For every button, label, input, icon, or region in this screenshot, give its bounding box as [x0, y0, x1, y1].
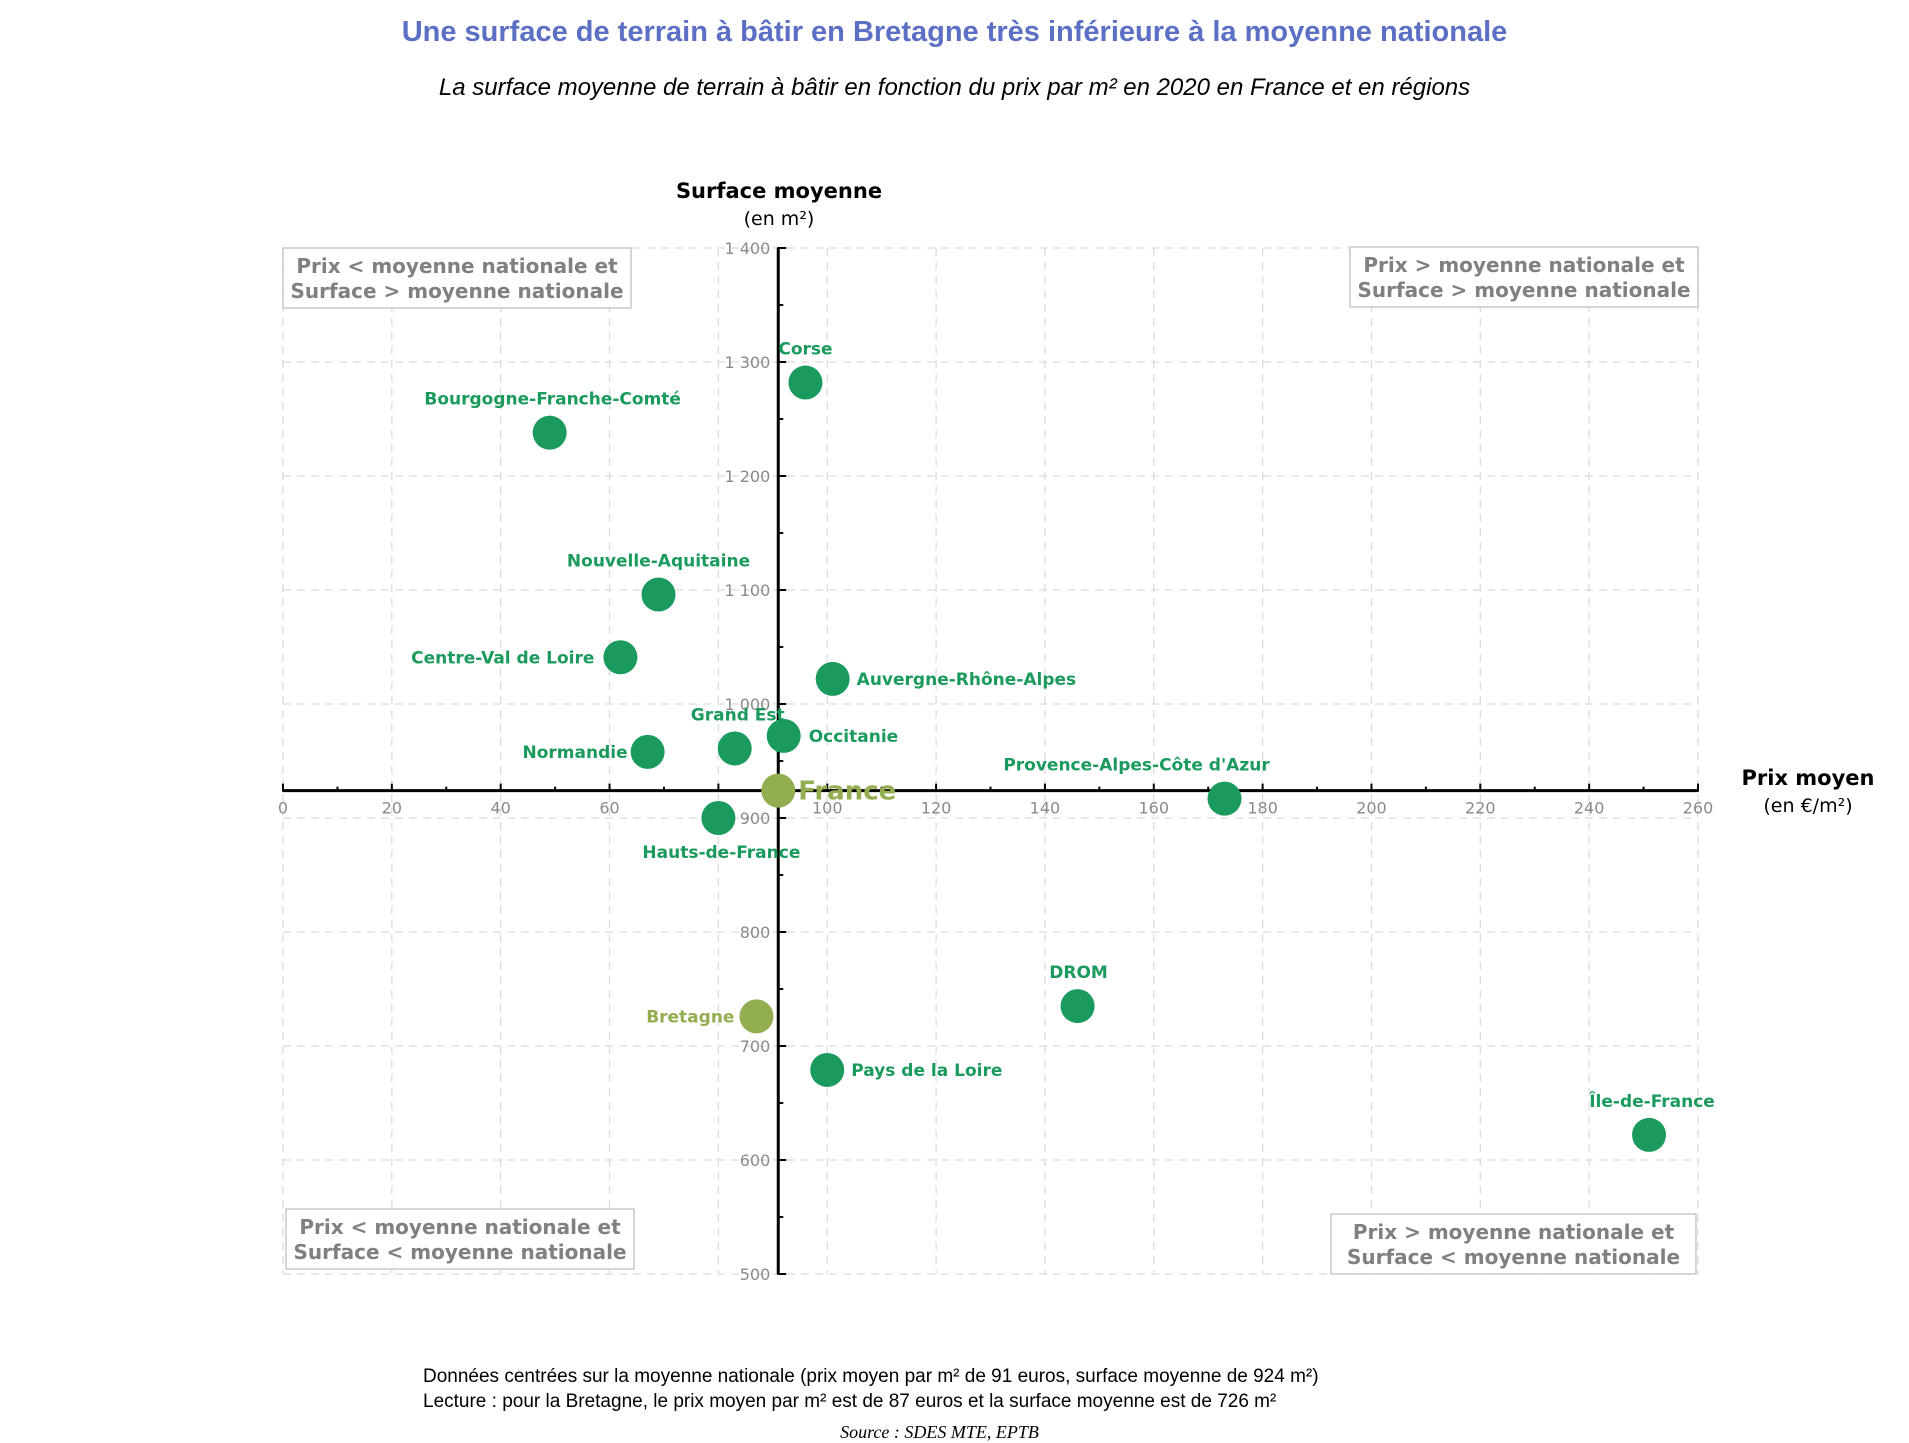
point-label-corse: Corse	[778, 340, 832, 360]
x-tick-label: 260	[1683, 799, 1714, 818]
chart-subtitle: La surface moyenne de terrain à bâtir en…	[438, 74, 1471, 101]
point-label-normandie: Normandie	[523, 743, 628, 763]
y-tick-label: 700	[740, 1037, 771, 1056]
x-tick-label: 20	[382, 799, 402, 818]
point-label-occitanie: Occitanie	[809, 727, 899, 747]
note-reading: Lecture : pour la Bretagne, le prix moye…	[423, 1391, 1277, 1412]
x-axis-unit: (en €/m²)	[1763, 795, 1852, 817]
point-marker-pays-de-la-loire	[810, 1052, 845, 1087]
point-label-provence-alpes-cote-d-azur: Provence-Alpes-Côte d'Azur	[1003, 756, 1270, 776]
point-marker-nouvelle-aquitaine	[641, 577, 676, 612]
note-centered: Données centrées sur la moyenne national…	[423, 1366, 1319, 1387]
source-text: Source : SDES MTE, EPTB	[840, 1422, 1039, 1442]
x-tick-label: 200	[1356, 799, 1387, 818]
point-marker-bourgogne-franche-comte	[532, 415, 567, 450]
quadrant-label-line1: Prix > moyenne nationale et	[1363, 253, 1685, 277]
y-tick-label: 1 000	[724, 695, 770, 714]
y-tick-label: 800	[740, 923, 771, 942]
point-label-ile-de-france: Île-de-France	[1589, 1090, 1715, 1112]
y-axis-unit: (en m²)	[744, 208, 815, 230]
quadrant-box	[1349, 246, 1699, 308]
y-axis-title: Surface moyenne	[676, 179, 882, 203]
x-tick-label: 180	[1247, 799, 1278, 818]
quadrant-label-line2: Surface < moyenne nationale	[1347, 1245, 1680, 1269]
x-tick-label: 220	[1465, 799, 1496, 818]
point-marker-occitanie	[766, 718, 801, 753]
chart-source: Source : SDES MTE, EPTB	[0, 1422, 1909, 1443]
y-tick-label: 1 200	[724, 467, 770, 486]
point-marker-drom	[1060, 989, 1095, 1024]
x-tick-label: 40	[491, 799, 511, 818]
axis-titles: Surface moyenne (en m²) Prix moyen (en €/m²…	[676, 179, 1875, 817]
point-label-bretagne: Bretagne	[646, 1007, 734, 1027]
chart-notes: Données centrées sur la moyenne national…	[423, 1364, 1319, 1414]
quadrant-label-line2: Surface < moyenne nationale	[293, 1240, 626, 1264]
quadrant-box	[285, 1208, 635, 1270]
point-marker-hauts-de-france	[701, 801, 736, 835]
page-title: Une surface de terrain à bâtir en Bretag…	[401, 16, 1508, 48]
x-tick-label: 240	[1574, 799, 1605, 818]
point-marker-ile-de-france	[1632, 1117, 1667, 1152]
x-tick-label: 140	[1030, 799, 1061, 818]
x-tick-label: 120	[921, 799, 952, 818]
y-tick-label: 600	[740, 1151, 771, 1170]
quadrant-label-line1: Prix < moyenne nationale et	[299, 1215, 621, 1239]
quadrant-label-line2: Surface > moyenne nationale	[1357, 278, 1690, 302]
point-marker-corse	[788, 365, 823, 400]
point-label-centre-val-de-loire: Centre-Val de Loire	[411, 648, 594, 668]
x-tick-label: 60	[599, 799, 619, 818]
data-points: Corse Bourgogne-Franche-Comté Nouvelle-Aqu…	[411, 340, 1715, 1152]
point-marker-auvergne-rhone-alpes	[815, 661, 850, 696]
point-marker-bretagne	[739, 999, 774, 1034]
point-label-bourgogne-franche-comte: Bourgogne-Franche-Comté	[424, 390, 681, 410]
quadrant-box	[282, 247, 632, 309]
point-marker-provence-alpes-cote-d-azur	[1207, 781, 1242, 816]
point-label-drom: DROM	[1049, 963, 1108, 983]
point-label-pays-de-la-loire: Pays de la Loire	[851, 1061, 1002, 1081]
point-label-grand-est: Grand Est	[691, 705, 785, 725]
y-tick-label: 1 300	[724, 353, 770, 372]
point-label-nouvelle-aquitaine: Nouvelle-Aquitaine	[567, 552, 750, 572]
y-tick-label: 500	[740, 1265, 771, 1284]
point-marker-grand-est	[717, 731, 752, 766]
axes: 0204060801001201401601802002202402605006…	[278, 239, 1713, 1284]
x-tick-label: 0	[278, 799, 288, 818]
x-tick-label: 160	[1138, 799, 1169, 818]
x-tick-label: 100	[812, 799, 843, 818]
y-tick-label: 1 400	[724, 239, 770, 258]
quadrant-label-line1: Prix > moyenne nationale et	[1353, 1220, 1675, 1244]
quadrant-label-line2: Surface > moyenne nationale	[290, 279, 623, 303]
point-label-france: France	[798, 777, 896, 807]
point-label-auvergne-rhone-alpes: Auvergne-Rhône-Alpes	[857, 670, 1076, 690]
point-marker-france	[761, 773, 796, 808]
quadrant-label-line1: Prix < moyenne nationale et	[296, 254, 618, 278]
y-tick-label: 1 100	[724, 581, 770, 600]
quadrant-box	[1330, 1213, 1697, 1275]
point-label-hauts-de-france: Hauts-de-France	[642, 843, 800, 863]
y-tick-label: 900	[740, 809, 771, 828]
x-axis-title: Prix moyen	[1742, 766, 1875, 790]
point-marker-normandie	[630, 734, 665, 769]
point-marker-centre-val-de-loire	[603, 640, 638, 675]
